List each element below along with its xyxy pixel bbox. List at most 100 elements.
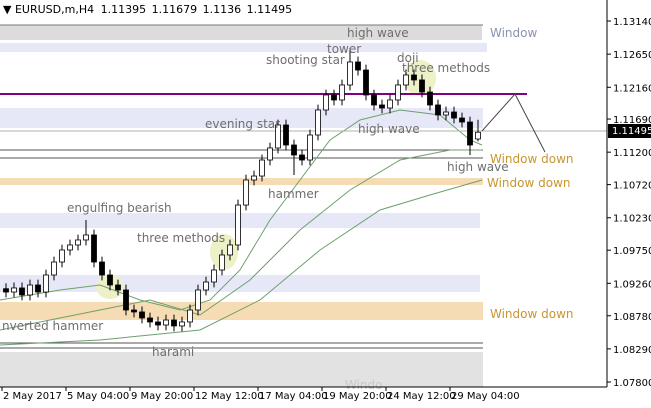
candle-body xyxy=(171,319,177,327)
y-tick-label: 1.10720 xyxy=(613,181,651,192)
candle-body xyxy=(451,111,457,119)
y-tick-label: 1.07800 xyxy=(613,378,651,389)
candle-body xyxy=(83,234,89,241)
open: 1.11395 xyxy=(101,3,147,16)
annotation: evening star xyxy=(205,117,280,131)
annotation: Window xyxy=(490,26,538,40)
candle-body xyxy=(363,69,369,96)
candle-body xyxy=(99,261,105,276)
candle-body xyxy=(339,84,345,101)
candle-body xyxy=(251,175,257,181)
highlight xyxy=(404,60,436,96)
annotation: three methods xyxy=(137,231,225,245)
candle-body xyxy=(435,104,441,116)
zone xyxy=(0,178,483,185)
candle-body xyxy=(227,244,233,256)
annotation: nverted hammer xyxy=(2,319,103,333)
candle-body xyxy=(347,61,353,86)
zone xyxy=(0,25,482,40)
candle-body xyxy=(371,94,377,106)
candle-body xyxy=(243,179,249,206)
x-tick-label: 5 May 04:00 xyxy=(67,391,129,402)
y-tick-label: 1.13140 xyxy=(613,17,651,28)
candle-body xyxy=(163,319,169,326)
candle-body xyxy=(403,74,409,86)
x-tick-label: 2 May 2017 xyxy=(3,391,62,402)
annotation: hammer xyxy=(268,187,319,201)
candle-body xyxy=(179,321,185,327)
candle-body xyxy=(107,274,113,286)
x-tick-label: 17 May 04:00 xyxy=(259,391,328,402)
candle-body xyxy=(195,289,201,311)
annotation: three methods xyxy=(402,61,490,75)
annotation: tower xyxy=(327,42,361,56)
x-tick-label: 24 May 12:00 xyxy=(387,391,456,402)
annotation: harami xyxy=(152,345,194,359)
candle-body xyxy=(315,109,321,136)
x-tick-label: 12 May 12:00 xyxy=(195,391,264,402)
candle-body xyxy=(235,204,241,246)
y-tick-label: 1.12650 xyxy=(613,50,651,61)
y-tick-label: 1.09750 xyxy=(613,246,651,257)
candle-body xyxy=(155,321,161,326)
zone xyxy=(0,352,483,387)
y-tick-label: 1.11690 xyxy=(613,115,651,126)
candle-body xyxy=(123,289,129,311)
annotation: shooting star xyxy=(266,53,345,67)
candle-body xyxy=(43,274,49,293)
symbol: ▼ EURUSD,m,H4 xyxy=(3,3,94,16)
price-label-box xyxy=(608,124,651,138)
annotation: high wave xyxy=(347,26,409,40)
candle-body xyxy=(411,74,417,81)
annotation: Window down xyxy=(490,307,574,321)
zone xyxy=(0,108,483,128)
annotation: doji xyxy=(397,51,419,65)
candle-body xyxy=(19,287,25,296)
candle-body xyxy=(275,124,281,149)
candle-body xyxy=(115,284,121,291)
price-label: 1.11495 xyxy=(612,126,651,137)
annotation: Window down xyxy=(490,152,574,166)
projection xyxy=(481,93,546,153)
y-tick-label: 1.12160 xyxy=(613,83,651,94)
annotation: high wave xyxy=(358,122,420,136)
zone xyxy=(0,275,480,292)
axes: 1.13140 1.12650 1.12160 1.11690 1.11200 1.107… xyxy=(1,17,651,402)
low: 1.1136 xyxy=(203,3,242,16)
candle-body xyxy=(3,288,9,293)
candle-body xyxy=(51,261,57,276)
candle-body xyxy=(67,244,73,251)
candle-body xyxy=(203,281,209,291)
zone xyxy=(0,43,487,52)
y-tick-label: 1.11200 xyxy=(613,148,651,159)
zones xyxy=(0,24,487,387)
moving-average xyxy=(0,109,483,311)
zone xyxy=(0,302,483,320)
candle-body xyxy=(427,91,433,106)
candle-body xyxy=(299,154,305,161)
candle-body xyxy=(219,254,225,271)
candle-body xyxy=(11,287,17,293)
candle-body xyxy=(443,111,449,116)
annotation: Window down xyxy=(487,176,571,190)
candle-body xyxy=(27,284,33,296)
candle-body xyxy=(187,309,193,323)
candle-body xyxy=(331,94,337,101)
candle-body xyxy=(283,124,289,146)
x-tick-label: 29 May 04:00 xyxy=(451,391,520,402)
candle-body xyxy=(35,284,41,293)
candle-body xyxy=(267,147,273,161)
candle-body xyxy=(379,104,385,109)
candle-body xyxy=(139,311,145,319)
candle-body xyxy=(291,144,297,156)
annotation: Windo xyxy=(345,378,383,392)
candle-body xyxy=(387,99,393,109)
moving-average xyxy=(0,179,483,346)
candle-body xyxy=(147,317,153,323)
x-tick-label: 19 May 20:00 xyxy=(323,391,392,402)
candle-body xyxy=(259,159,265,177)
y-tick-label: 1.08290 xyxy=(613,345,651,356)
